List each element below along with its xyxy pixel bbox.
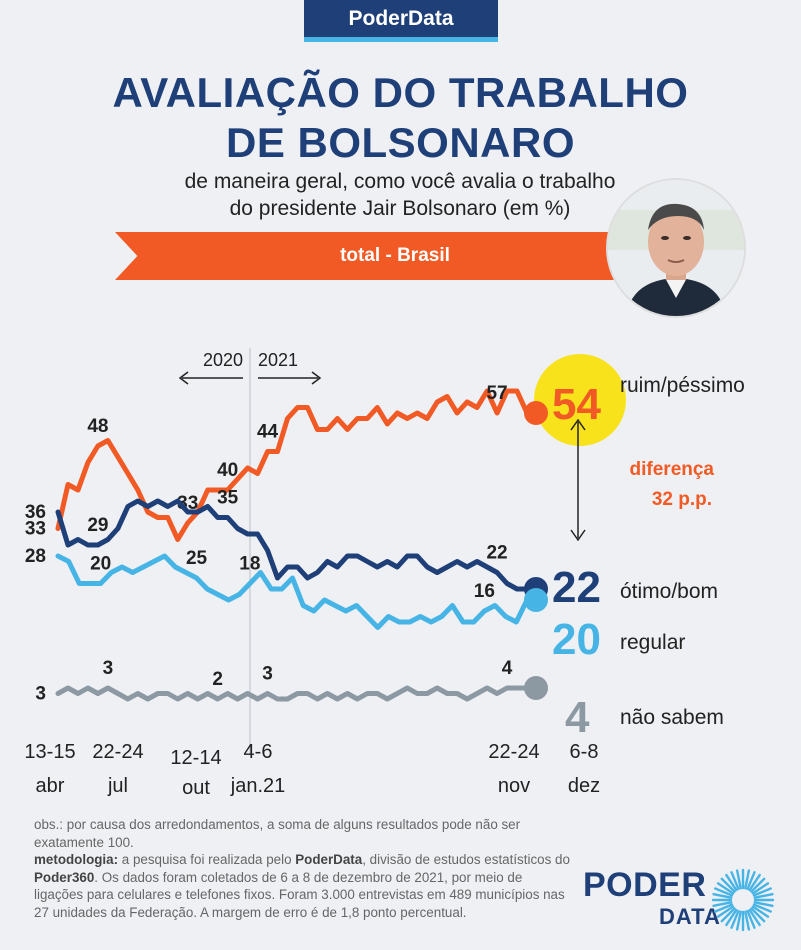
data-label-regular-0: 28 [25, 546, 46, 567]
arrow-right-icon [258, 371, 322, 385]
poderdata-logo: PODER DATA [583, 860, 783, 940]
chart-subtitle-line2: do presidente Jair Bolsonaro (em %) [229, 197, 571, 220]
president-photo [608, 180, 744, 316]
data-label-nao_sabem-0: 3 [35, 684, 46, 705]
difference-value: 32 p.p. [652, 489, 712, 510]
x-tick-5-line2: dez [568, 775, 600, 797]
data-label-otimo-17: 35 [217, 488, 239, 509]
data-label-regular-4: 20 [90, 554, 111, 575]
series-line-regular [55, 553, 530, 630]
data-label-nao_sabem-45: 4 [502, 658, 513, 679]
burst-logo-icon [711, 868, 775, 932]
region-banner: total - Brasil [115, 232, 675, 280]
chart-subtitle-line1: de maneira geral, como você avalia o tra… [184, 170, 616, 193]
note-obs: obs.: por causa dos arredondamentos, a s… [34, 817, 521, 850]
region-banner-label: total - Brasil [340, 245, 450, 266]
note-metodologia-label: metodologia: [34, 852, 119, 868]
year-label-2021: 2021 [258, 350, 298, 370]
logo-line1: PODER [583, 866, 707, 904]
logo-line2: DATA [659, 904, 721, 929]
series-line-otimo [55, 498, 530, 592]
final-value-otimo: 22 [552, 563, 601, 612]
difference-label: diferença [630, 459, 715, 480]
data-label-regular-40: 16 [474, 581, 495, 602]
end-marker-regular [524, 588, 548, 612]
arrow-left-icon [178, 371, 243, 385]
series-line-ruim [55, 388, 530, 542]
highlight-circle [534, 354, 626, 446]
note-metodologia-a: a pesquisa foi realizada pelo [118, 852, 296, 868]
final-value-nao_sabem: 4 [565, 693, 590, 742]
methodology-notes: obs.: por causa dos arredondamentos, a s… [34, 816, 574, 922]
x-tick-1-line2: jul [107, 775, 128, 797]
data-label-ruim-17: 40 [217, 460, 238, 481]
x-tick-1-line1: 22-24 [92, 741, 143, 763]
end-marker-ruim [524, 401, 548, 425]
note-metodologia-b: PoderData [295, 852, 363, 868]
series-name-nao_sabem: não sabem [620, 706, 724, 729]
end-marker-nao_sabem [524, 676, 548, 700]
data-label-ruim-21: 44 [257, 422, 279, 443]
portrait-icon [608, 180, 744, 316]
x-tick-0-line1: 13-15 [24, 741, 75, 763]
x-tick-5-line1: 6-8 [570, 741, 599, 763]
note-metodologia-c: , divisão de estudos estatísticos do [362, 852, 570, 868]
x-tick-4-line2: nov [498, 775, 530, 797]
data-label-ruim-4: 48 [87, 416, 108, 437]
data-label-nao_sabem-16: 2 [212, 669, 223, 690]
data-label-nao_sabem-5: 3 [103, 658, 114, 679]
difference-arrow-icon [570, 418, 586, 542]
note-metodologia-d: Poder360 [34, 869, 95, 885]
x-tick-3-line1: 4-6 [244, 741, 273, 763]
x-tick-2-line1: 12-14 [170, 747, 221, 769]
x-tick-0-line2: abr [36, 775, 65, 797]
chart-title-line1: AVALIAÇÃO DO TRABALHO [112, 69, 689, 116]
note-metodologia-e: . Os dados foram coletados de 6 a 8 de d… [34, 869, 565, 920]
x-tick-2-line2: out [182, 777, 210, 799]
series-line-nao_sabem [55, 685, 530, 702]
data-label-nao_sabem-21: 3 [262, 664, 273, 685]
data-label-otimo-0: 36 [25, 502, 46, 523]
chart-title-line2: DE BOLSONARO [225, 119, 575, 166]
x-tick-4-line1: 22-24 [488, 741, 539, 763]
data-label-regular-18: 18 [239, 554, 260, 575]
data-label-ruim-44: 57 [486, 383, 507, 404]
series-name-otimo: ótimo/bom [620, 580, 718, 603]
series-name-regular: regular [620, 631, 685, 654]
x-tick-3-line2: jan.21 [230, 775, 286, 797]
brand-label: PoderData [348, 6, 454, 30]
series-name-ruim: ruim/péssimo [620, 374, 745, 397]
data-label-otimo-4: 29 [87, 515, 108, 536]
data-label-otimo-44: 22 [486, 543, 507, 564]
data-label-regular-13: 25 [186, 548, 208, 569]
brand-badge: PoderData [304, 0, 498, 42]
final-value-regular: 20 [552, 615, 601, 664]
data-label-ruim-0: 33 [25, 519, 46, 540]
year-label-2020: 2020 [203, 350, 243, 370]
